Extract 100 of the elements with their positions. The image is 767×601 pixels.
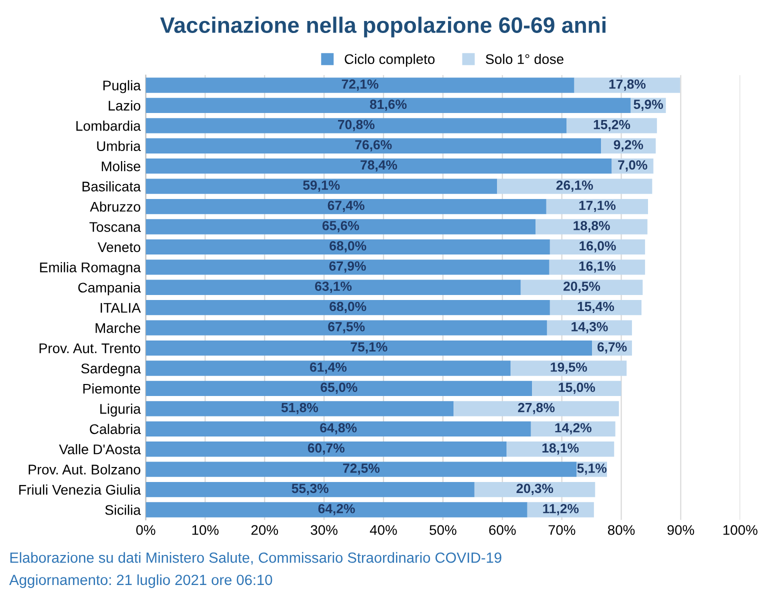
bar [146, 158, 612, 174]
data-label: 55,3% [292, 484, 328, 495]
y-tick-label: Piemonte [83, 383, 140, 394]
data-label: 61,4% [310, 362, 347, 374]
bar [506, 442, 614, 457]
bar [146, 138, 602, 154]
y-tick-label: Friuli Venezia Giulia [19, 484, 141, 495]
bar [549, 260, 646, 275]
data-label: 5,1% [577, 464, 607, 475]
data-label: 15,0% [558, 382, 596, 394]
y-tick-label: Basilicata [82, 181, 141, 192]
x-tick-label: 100% [723, 525, 758, 535]
x-tick-label: 40% [370, 525, 397, 535]
y-tick-label: Prov. Aut. Bolzano [28, 464, 140, 474]
y-tick-label: Liguria [100, 404, 141, 417]
data-label: 14,2% [555, 423, 592, 434]
y-tick-label: Calabria [90, 424, 141, 434]
data-label: 16,0% [580, 241, 616, 252]
bar [497, 178, 652, 194]
bar [146, 502, 528, 518]
x-tick-label: 20% [251, 525, 278, 535]
bar [146, 462, 577, 477]
bar [146, 360, 511, 376]
text: Aggiornamento: 21 luglio 2021 ore 06:10 [9, 574, 272, 588]
data-label: 20,5% [563, 282, 600, 293]
data-label: 5,9% [634, 100, 664, 111]
bar [146, 239, 550, 255]
bar [146, 320, 547, 336]
y-tick-label: Prov. Aut. Trento [40, 344, 140, 354]
bar [510, 360, 627, 376]
data-label: 76,6% [355, 140, 392, 152]
y-tick-label: Veneto [98, 242, 140, 252]
bar [146, 98, 631, 114]
bar [146, 401, 454, 416]
bar [520, 280, 643, 295]
y-tick-label: Emilia Romagna [40, 262, 141, 276]
bar [146, 442, 507, 457]
data-label: 27,8% [518, 402, 555, 414]
data-label: 59,1% [303, 180, 340, 192]
data-label: 60,7% [308, 443, 344, 455]
x-tick-label: 60% [489, 525, 516, 535]
bar [146, 421, 531, 436]
data-label: 72,1% [342, 79, 378, 91]
bar [146, 280, 521, 295]
data-label: 70,8% [338, 120, 375, 132]
data-label: 11,2% [543, 504, 579, 516]
data-label: 81,6% [370, 100, 407, 111]
data-label: 67,4% [328, 200, 364, 212]
x-tick-label: 0% [136, 525, 156, 535]
bar [474, 482, 596, 498]
y-tick-label: Puglia [103, 80, 141, 94]
bar [536, 219, 648, 234]
legend-label: Ciclo completo [344, 54, 435, 67]
data-label: 26,1% [556, 180, 593, 192]
x-tick-label: 10% [192, 525, 219, 535]
y-tick-label: Lombardia [76, 120, 141, 131]
data-label: 65,0% [320, 382, 358, 394]
bar [146, 482, 474, 498]
data-label: 19,5% [550, 362, 588, 374]
data-label: 17,1% [579, 200, 616, 212]
y-tick-label: Abruzzo [90, 201, 140, 212]
data-label: 67,9% [329, 261, 366, 273]
data-label: 68,0% [330, 241, 366, 252]
data-label: 18,1% [542, 443, 579, 455]
data-label: 15,4% [578, 302, 614, 314]
y-tick-label: Campania [78, 282, 141, 296]
bar [146, 219, 536, 234]
data-label: 64,8% [320, 423, 357, 434]
data-label: 63,1% [315, 282, 352, 293]
data-label: 72,5% [343, 464, 380, 475]
bar [146, 178, 498, 194]
y-tick-label: Sicilia [105, 504, 141, 515]
data-label: 16,1% [579, 261, 616, 273]
data-label: 68,0% [330, 302, 366, 314]
bar [546, 198, 648, 214]
data-label: 7,0% [618, 160, 648, 172]
data-label: 15,2% [594, 120, 630, 132]
bar [146, 260, 550, 275]
bar [146, 78, 574, 93]
data-label: 14,3% [572, 322, 608, 334]
data-label: 9,2% [614, 140, 644, 152]
y-tick-label: Marche [96, 322, 140, 333]
bar [146, 380, 532, 396]
x-tick-label: 90% [667, 525, 694, 535]
bar [146, 118, 567, 134]
bar [146, 198, 546, 214]
chart-title: Vaccinazione nella popolazione 60-69 anni [160, 16, 606, 38]
y-tick-label: Valle D'Aosta [59, 444, 141, 454]
data-label: 6,7% [598, 342, 627, 354]
data-label: 64,2% [318, 504, 355, 516]
bar [146, 340, 592, 356]
data-label: 75,1% [350, 342, 388, 354]
legend-label: Solo 1° dose [486, 54, 564, 64]
data-label: 20,3% [516, 484, 554, 495]
y-tick-label: Lazio [108, 100, 140, 111]
data-label: 18,8% [574, 220, 610, 232]
data-label: 65,6% [322, 220, 360, 232]
data-label: 67,5% [328, 322, 365, 334]
data-label: 17,8% [609, 79, 646, 91]
y-tick-label: Umbria [97, 140, 141, 152]
